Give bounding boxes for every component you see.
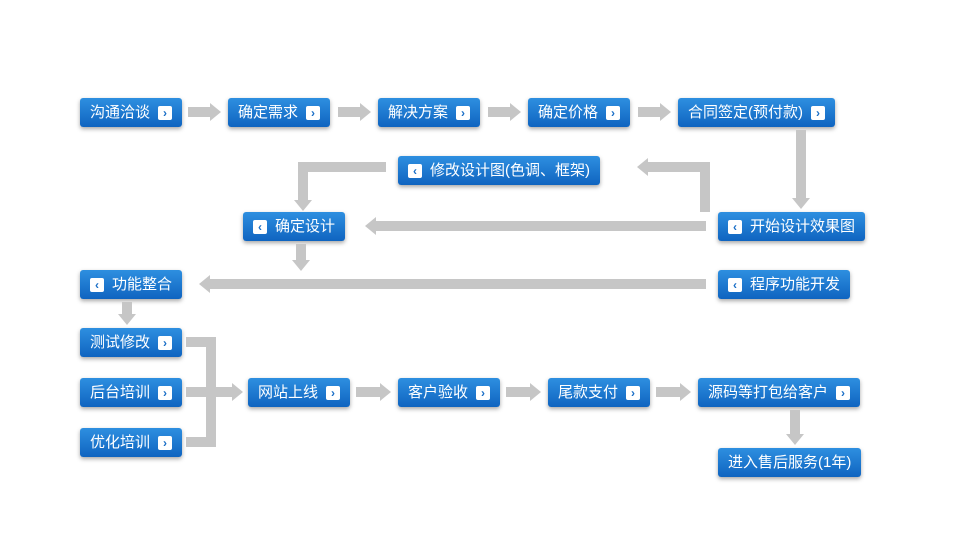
arrow [356,387,380,397]
chevron-right-icon: › [476,386,490,400]
arrow-head-icon [680,383,691,401]
node-contract: 合同签定(预付款) › [678,98,835,127]
node-confirm-design: ‹ 确定设计 [243,212,345,241]
node-dev-functions: ‹ 程序功能开发 [718,270,850,299]
node-label: 测试修改 [90,335,150,350]
node-customer-acceptance: 客户验收 › [398,378,500,407]
node-label: 尾款支付 [558,385,618,400]
arrow-head-icon [786,434,804,445]
chevron-right-icon: › [456,106,470,120]
chevron-left-icon: ‹ [728,278,742,292]
node-label: 开始设计效果图 [750,219,855,234]
chevron-right-icon: › [606,106,620,120]
chevron-right-icon: › [811,106,825,120]
node-backend-training: 后台培训 › [80,378,182,407]
arrow [506,387,530,397]
arrow-head-icon [294,200,312,211]
arrow [186,437,208,447]
node-label: 沟通洽谈 [90,105,150,120]
chevron-right-icon: › [626,386,640,400]
chevron-right-icon: › [158,436,172,450]
flowchart-canvas: 沟通洽谈 › 确定需求 › 解决方案 › 确定价格 › 合同签定(预付款) › … [0,0,959,537]
node-pricing: 确定价格 › [528,98,630,127]
node-website-online: 网站上线 › [248,378,350,407]
node-label: 解决方案 [388,105,448,120]
arrow-head-icon [510,103,521,121]
node-optimize-training: 优化培训 › [80,428,182,457]
arrow [186,337,208,347]
arrow-head-icon [292,260,310,271]
node-label: 程序功能开发 [750,277,840,292]
arrow [796,130,806,198]
chevron-right-icon: › [836,386,850,400]
arrow-head-icon [365,217,376,235]
node-requirements: 确定需求 › [228,98,330,127]
chevron-left-icon: ‹ [408,164,422,178]
arrow-head-icon [792,198,810,209]
arrow [648,162,710,172]
node-label: 源码等打包给客户 [708,385,828,400]
arrow-head-icon [199,275,210,293]
arrow [298,162,308,202]
node-communicate: 沟通洽谈 › [80,98,182,127]
arrow [206,337,216,447]
chevron-left-icon: ‹ [253,220,267,234]
arrow-head-icon [637,158,648,176]
node-final-payment: 尾款支付 › [548,378,650,407]
arrow-head-icon [210,103,221,121]
node-label: 确定需求 [238,105,298,120]
arrow-head-icon [360,103,371,121]
node-label: 修改设计图(色调、框架) [430,163,590,178]
node-function-integration: ‹ 功能整合 [80,270,182,299]
node-label: 客户验收 [408,385,468,400]
node-start-design: ‹ 开始设计效果图 [718,212,865,241]
node-modify-design: ‹ 修改设计图(色调、框架) [398,156,600,185]
arrow [638,107,660,117]
chevron-right-icon: › [158,386,172,400]
arrow [210,279,706,289]
arrow [790,410,800,436]
chevron-right-icon: › [326,386,340,400]
arrow [188,107,210,117]
node-label: 网站上线 [258,385,318,400]
arrow [376,221,706,231]
arrow [488,107,510,117]
node-solution: 解决方案 › [378,98,480,127]
node-label: 确定价格 [538,105,598,120]
chevron-right-icon: › [158,336,172,350]
node-label: 功能整合 [112,277,172,292]
node-after-sales: 进入售后服务(1年) [718,448,861,477]
node-label: 优化培训 [90,435,150,450]
chevron-right-icon: › [306,106,320,120]
arrow-head-icon [660,103,671,121]
arrow [656,387,680,397]
arrow-head-icon [530,383,541,401]
arrow-head-icon [380,383,391,401]
arrow [186,387,208,397]
node-label: 确定设计 [275,219,335,234]
chevron-left-icon: ‹ [728,220,742,234]
arrow [338,107,360,117]
arrow-head-icon [118,314,136,325]
chevron-left-icon: ‹ [90,278,104,292]
arrow-head-icon [232,383,243,401]
node-label: 合同签定(预付款) [688,105,803,120]
node-label: 进入售后服务(1年) [728,455,851,470]
arrow [216,387,232,397]
node-label: 后台培训 [90,385,150,400]
arrow [298,162,386,172]
chevron-right-icon: › [158,106,172,120]
node-test-modify: 测试修改 › [80,328,182,357]
node-source-delivery: 源码等打包给客户 › [698,378,860,407]
